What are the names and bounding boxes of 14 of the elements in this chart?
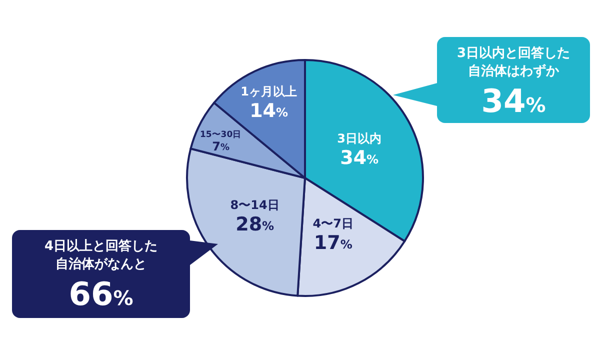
- text: 3日以内と回答した自治体はわずか: [456, 45, 572, 81]
- slice-label: 8〜14日: [230, 198, 280, 212]
- data-label: 7%: [212, 139, 230, 154]
- text: 34%: [480, 81, 547, 122]
- data-label: 17%: [314, 232, 352, 254]
- slice-label: 1ヶ月以上: [240, 84, 298, 99]
- data-label: 28%: [236, 213, 274, 236]
- text: 4日以上と回答した自治体がなんと: [43, 238, 159, 274]
- slice-label: 15〜30日: [200, 128, 242, 140]
- data-label: 14%: [250, 100, 288, 122]
- data-label: 34%: [340, 147, 379, 170]
- text: 66%: [68, 274, 134, 315]
- slice-label: 3日以内: [337, 132, 382, 146]
- slice-label: 4〜7日: [312, 216, 354, 231]
